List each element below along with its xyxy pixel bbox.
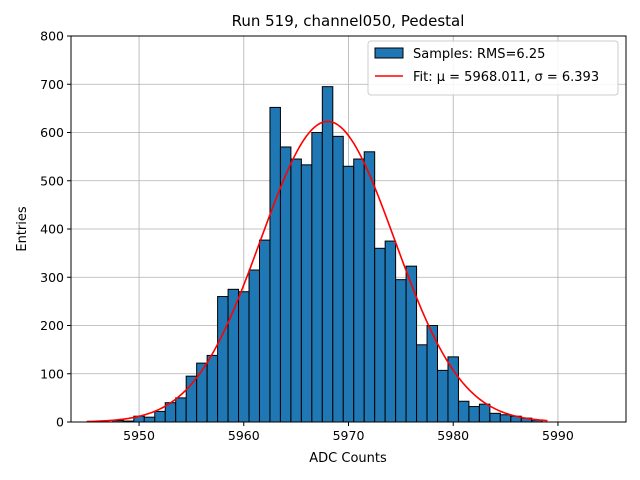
histogram-bar — [342, 165, 355, 423]
gaussian-fit-curve — [86, 120, 548, 423]
x-tick-label: 5950 — [123, 428, 155, 443]
histogram-bar — [175, 397, 187, 423]
histogram-bar — [395, 279, 407, 423]
histogram-bar — [269, 106, 281, 423]
y-tick-label: 600 — [40, 125, 64, 140]
histogram-bar — [196, 362, 208, 423]
x-tick-label: 5980 — [437, 428, 469, 443]
legend: Samples: RMS=6.25 Fit: μ = 5968.011, σ =… — [367, 40, 619, 96]
x-axis-ticks: 5950 5960 5970 5980 5990 — [123, 422, 574, 443]
y-tick-label: 800 — [40, 29, 64, 44]
histogram-bars — [112, 86, 543, 423]
x-tick-label: 5960 — [228, 428, 260, 443]
histogram-bar — [489, 412, 501, 423]
histogram-bar — [279, 146, 292, 423]
x-axis-label: ADC Counts — [309, 451, 387, 466]
y-tick-label: 400 — [40, 222, 64, 237]
y-tick-label: 500 — [40, 173, 64, 188]
legend-box — [367, 40, 619, 96]
legend-bar-swatch — [374, 47, 404, 59]
chart-title: Run 519, channel050, Pedestal — [232, 12, 465, 30]
histogram-bar — [363, 151, 376, 423]
fit-curve-layer — [86, 120, 548, 423]
y-tick-label: 0 — [56, 415, 64, 430]
histogram-bar — [332, 135, 344, 423]
histogram-bar — [238, 291, 250, 423]
y-axis-ticks: 0 100 200 300 400 500 600 700 800 — [40, 29, 71, 430]
histogram-bar — [437, 369, 449, 423]
histogram-bar — [374, 247, 386, 423]
y-tick-label: 200 — [40, 318, 64, 333]
histogram-bar — [416, 344, 428, 423]
histogram-bar — [321, 86, 334, 423]
histogram-bar — [217, 296, 229, 423]
histogram-bar — [258, 239, 271, 423]
histogram-bar — [405, 265, 418, 423]
y-tick-label: 100 — [40, 366, 64, 381]
histogram-bar — [353, 158, 365, 423]
histogram-bar — [248, 269, 260, 423]
histogram-bar — [206, 354, 219, 423]
histogram-bar — [311, 132, 323, 423]
histogram-bar — [457, 400, 470, 423]
y-axis-label: Entries — [15, 206, 30, 252]
y-tick-label: 300 — [40, 270, 64, 285]
y-tick-label: 700 — [40, 77, 64, 92]
histogram-bar — [154, 410, 166, 423]
histogram-bar — [478, 403, 491, 423]
legend-label-samples: Samples: RMS=6.25 — [413, 47, 545, 62]
x-tick-label: 5990 — [542, 428, 574, 443]
histogram-bar — [290, 158, 302, 423]
histogram-bar — [468, 406, 480, 423]
histogram-bar — [300, 164, 313, 423]
legend-label-fit: Fit: μ = 5968.011, σ = 6.393 — [413, 70, 599, 85]
histogram-bar — [143, 416, 156, 423]
histogram-bar — [499, 414, 512, 423]
histogram-bar — [384, 240, 397, 423]
x-tick-label: 5970 — [333, 428, 365, 443]
histogram-bar — [447, 356, 459, 423]
